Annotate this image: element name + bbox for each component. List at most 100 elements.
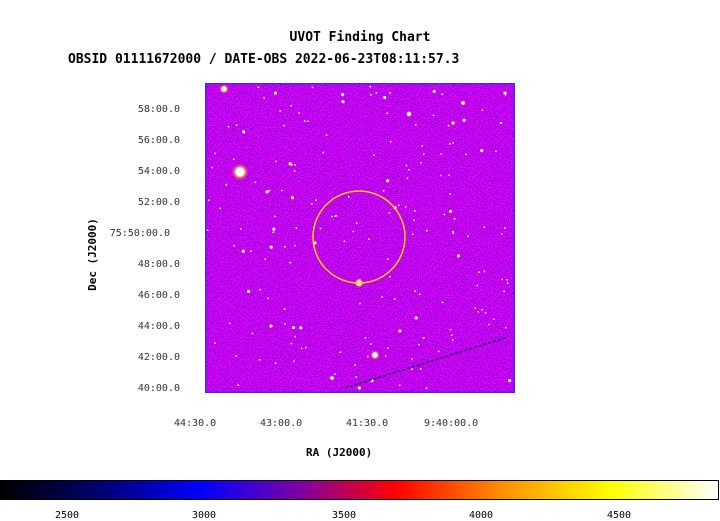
- star: [355, 376, 358, 378]
- star: [257, 86, 260, 89]
- star: [294, 335, 297, 338]
- star: [247, 289, 251, 293]
- star: [314, 199, 317, 202]
- star: [233, 244, 235, 247]
- bright-star-core: [451, 121, 455, 125]
- star: [404, 206, 407, 208]
- star: [291, 326, 296, 330]
- star: [355, 222, 358, 225]
- star: [219, 207, 221, 210]
- star: [492, 318, 495, 321]
- star: [269, 324, 273, 328]
- star: [284, 323, 286, 325]
- star: [501, 278, 504, 281]
- star: [384, 355, 387, 357]
- star: [419, 367, 422, 370]
- y-axis-label: Dec (J2000): [85, 218, 99, 291]
- star: [410, 358, 413, 360]
- star: [382, 189, 385, 192]
- star: [411, 233, 414, 236]
- star: [335, 214, 338, 217]
- star: [359, 302, 361, 305]
- star: [440, 153, 442, 155]
- x-tick: 44:30.0: [174, 418, 217, 429]
- star: [325, 134, 328, 136]
- star: [207, 199, 210, 202]
- star: [449, 142, 451, 145]
- star: [263, 96, 265, 99]
- star: [406, 177, 409, 180]
- star: [456, 254, 461, 258]
- star: [389, 140, 392, 143]
- star: [420, 161, 422, 164]
- star: [422, 336, 425, 339]
- star: [388, 211, 391, 214]
- star: [414, 316, 418, 320]
- star: [268, 189, 271, 192]
- star: [483, 270, 486, 273]
- y-tick: 42:00.0: [137, 352, 180, 363]
- star: [272, 227, 276, 231]
- y-tick: 56:00.0: [137, 135, 180, 146]
- star: [503, 227, 506, 230]
- star: [397, 204, 400, 207]
- star: [274, 362, 277, 364]
- star: [508, 379, 512, 383]
- star: [341, 100, 345, 104]
- star: [432, 114, 435, 117]
- star: [357, 386, 361, 390]
- star: [425, 387, 428, 390]
- star: [449, 193, 451, 195]
- bright-star-core: [330, 376, 334, 380]
- bright-star-core: [503, 91, 507, 95]
- star: [370, 343, 372, 345]
- star: [364, 336, 367, 339]
- star: [386, 112, 389, 115]
- bright-star-core: [235, 167, 245, 177]
- star: [452, 142, 455, 144]
- star: [452, 232, 455, 235]
- star: [206, 229, 209, 232]
- star: [272, 231, 275, 234]
- star: [484, 312, 487, 314]
- star: [499, 121, 502, 124]
- star: [311, 86, 314, 89]
- star: [467, 235, 469, 238]
- star: [341, 93, 345, 97]
- star: [480, 149, 484, 153]
- bright-star-core: [461, 101, 465, 105]
- star: [232, 158, 235, 161]
- colorbar-tick: 4000: [468, 510, 494, 521]
- y-tick: 40:00.0: [137, 383, 180, 394]
- star: [422, 153, 425, 156]
- star: [393, 298, 396, 300]
- star: [294, 164, 296, 166]
- star: [503, 290, 506, 293]
- star: [451, 230, 454, 233]
- star: [352, 230, 355, 233]
- y-tick: 54:00.0: [137, 166, 180, 177]
- star: [441, 93, 444, 96]
- star: [290, 104, 293, 107]
- y-tick: 58:00.0: [137, 104, 180, 115]
- star: [251, 332, 254, 335]
- star: [279, 109, 281, 112]
- star: [322, 151, 325, 154]
- star: [414, 124, 417, 126]
- y-tick: 46:00.0: [137, 290, 180, 301]
- star: [481, 308, 483, 311]
- chart-title: UVOT Finding Chart: [289, 30, 431, 45]
- star: [254, 181, 257, 184]
- x-tick: 41:30.0: [346, 418, 389, 429]
- star: [283, 308, 286, 310]
- star: [290, 342, 293, 345]
- star: [439, 174, 442, 177]
- star: [347, 195, 350, 198]
- star: [443, 213, 446, 216]
- star: [387, 347, 389, 349]
- star: [465, 153, 467, 156]
- source-region-circle: [312, 190, 406, 284]
- star: [211, 166, 213, 169]
- star: [369, 85, 372, 88]
- star: [299, 326, 303, 330]
